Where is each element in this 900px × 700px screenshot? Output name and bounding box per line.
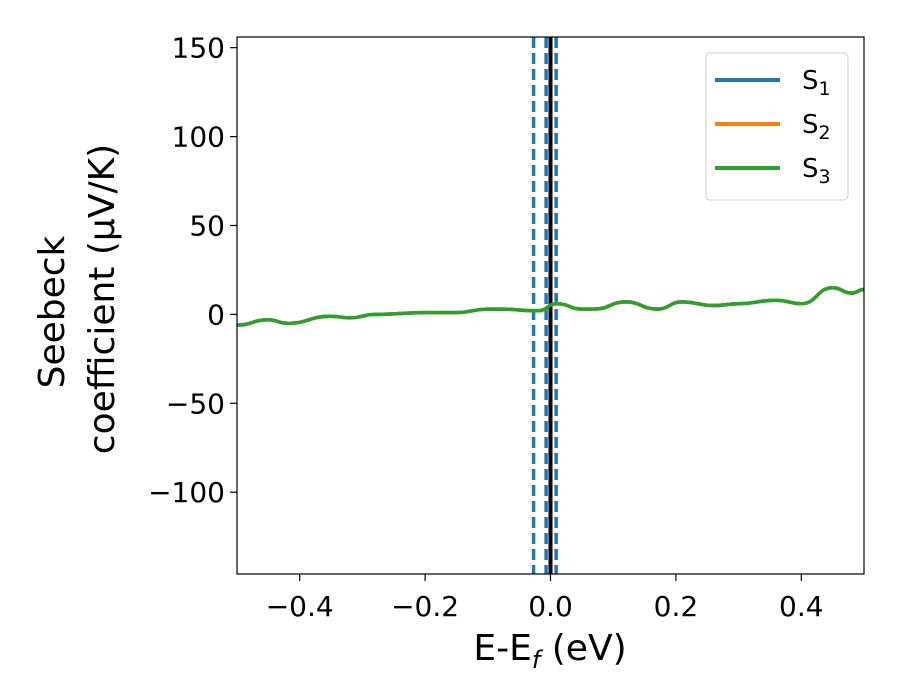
y-tick-label: 50 xyxy=(189,209,225,242)
x-tick-label: −0.2 xyxy=(391,590,459,623)
x-tick-label: −0.4 xyxy=(266,590,334,623)
x-tick-label: 0.4 xyxy=(779,590,824,623)
x-axis-title-unit: (eV) xyxy=(540,628,626,669)
y-axis-title-line1: Seebeck xyxy=(32,235,73,388)
y-axis: −100 −50 0 50 100 150 xyxy=(148,32,237,509)
legend: S1 S2 S3 xyxy=(705,52,849,201)
series-layer xyxy=(237,285,864,327)
x-tick-label: 0.0 xyxy=(528,590,573,623)
legend-label-s2: S2 xyxy=(802,110,831,144)
y-tick-label: 0 xyxy=(207,298,225,331)
legend-frame xyxy=(705,52,849,201)
legend-label-s1: S1 xyxy=(802,66,831,100)
x-tick-label: 0.2 xyxy=(654,590,699,623)
y-tick-label: −100 xyxy=(148,476,225,509)
x-axis-title-main: E-E xyxy=(473,628,531,669)
y-tick-label: 150 xyxy=(172,32,225,65)
legend-label-s3: S3 xyxy=(802,154,831,188)
y-tick-label: 100 xyxy=(172,121,225,154)
series-line-s3 xyxy=(237,285,864,327)
y-axis-title-line2: coefficient (μV/K) xyxy=(82,144,123,454)
y-tick-label: −50 xyxy=(166,387,225,420)
x-axis-title: E-Ef (eV) xyxy=(473,628,626,674)
x-axis: −0.4 −0.2 0.0 0.2 0.4 xyxy=(266,574,824,623)
